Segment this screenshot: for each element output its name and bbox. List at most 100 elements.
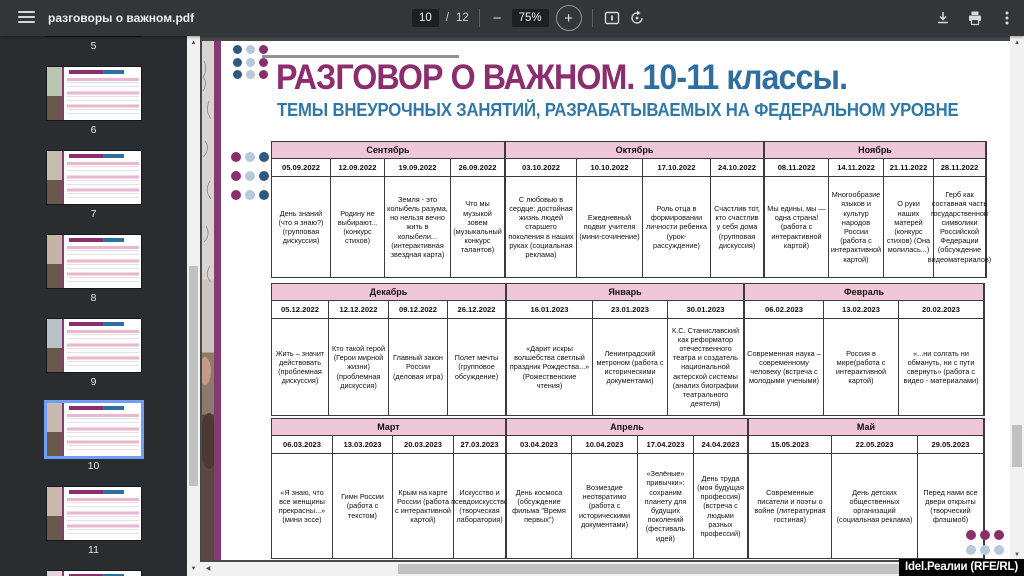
schedule-table-block: Сентябрь Октябрь Ноябрь 05.09.2022 12.09.202… [271,141,991,278]
date-cell: 03.10.2022 [505,159,577,177]
schedule-table-block: Март Апрель Май 06.03.2023 13.03.2023 20.03.2… [271,418,985,559]
sidebar-scroll-down-icon[interactable]: ▼ [190,566,197,572]
thumbnail-page-number: 11 [88,544,99,556]
rotate-icon[interactable] [628,9,646,27]
thumbnail-accent-bar [61,319,64,372]
topic-cell: Полет мечты (групповое обсуждение) [448,319,506,415]
vertical-scrollbar[interactable]: ▲ ▼ [1010,36,1024,562]
topic-cell: Родину не выбирают... (конкурс стихов) [331,177,385,277]
date-cell: 03.04.2023 [506,436,572,454]
page-thumbnail[interactable] [43,400,144,459]
scroll-left-icon[interactable]: ◀ [205,566,211,572]
date-cell: 08.11.2022 [764,159,829,177]
thumbnail-table-preview [66,330,139,370]
scroll-up-icon[interactable]: ▲ [1014,40,1020,46]
topic-cell: Многообразие языков и культур народов Ро… [829,177,884,277]
thumbnail-item-page-6[interactable]: 6 [0,67,187,151]
zoom-in-button[interactable]: + [555,5,582,31]
thumbnail-photo [46,319,62,372]
toolbar-right-controls [934,0,1016,36]
thumbnail-page-number: 10 [87,460,100,472]
horizontal-scrollbar[interactable]: ◀ ▶ [200,562,1010,576]
print-icon[interactable] [966,9,984,27]
topic-cell: Земля - это колыбель разума, но нельзя в… [385,177,451,277]
thumbnail-item-page-9[interactable]: 9 [0,319,187,403]
thumbnail-title-line [68,490,124,494]
date-cell: 14.11.2022 [829,159,884,177]
page-thumbnail[interactable] [46,151,141,204]
thumbnail-accent-bar [61,571,64,576]
topic-cell: К.С. Станиславский как реформатор отечес… [668,319,744,415]
topic-cell: Крым на карте России (работа с интеракти… [393,454,454,558]
thumbnail-accent-bar [61,487,64,540]
sidebar-scrollbar[interactable]: ▲ ▼ [187,36,200,576]
more-options-icon[interactable] [998,9,1016,27]
fit-page-icon[interactable] [603,9,621,27]
horizontal-scrollbar-thumb[interactable] [398,564,1004,574]
page-thumbnail[interactable] [46,235,141,288]
thumbnail-title-line [68,406,124,410]
download-icon[interactable] [934,9,952,27]
pdf-toolbar: разговоры о важном.pdf 10 / 12 − 75% + [0,0,1024,36]
page-accent-bar [214,41,221,560]
page-separator: / [445,12,449,24]
topic-cell: Роль отца в формировании личности ребенк… [643,177,711,277]
date-cell: 17.10.2022 [643,159,711,177]
thumbnail-photo [46,235,62,288]
date-cell: 15.05.2023 [748,436,832,454]
thumbnail-accent-bar [61,235,64,288]
page-thumbnail[interactable] [46,487,141,540]
page-thumbnail[interactable] [46,67,141,120]
thumbnail-item-page-11[interactable]: 11 [0,487,187,571]
topic-cell: Герб как составная часть государственной… [928,177,991,277]
zoom-out-button[interactable]: − [492,9,502,27]
topic-cell: Современные писатели и поэты о войне (ли… [748,454,832,558]
month-header: Май [748,419,984,436]
vertical-scrollbar-thumb[interactable] [1012,425,1022,467]
thumbnail-table-preview [66,78,139,118]
thumbnail-item-page-12[interactable]: 12 [0,571,187,576]
thumbnail-item-page-5[interactable]: 5 [0,36,187,67]
thumbnail-photo [46,487,62,540]
page-number-input[interactable]: 10 [412,9,439,27]
date-cell: 30.01.2023 [668,301,744,319]
menu-icon[interactable] [18,11,35,24]
thumbnail-title-line [68,70,124,74]
thumbnail-photo [46,151,62,204]
thumbnail-page-number: 6 [90,124,97,136]
zoom-level-display: 75% [511,9,549,27]
date-cell: 10.10.2022 [577,159,643,177]
dots-decor-title [233,45,272,83]
thumbnail-item-page-10[interactable]: 10 [0,400,187,487]
pdf-page: РАЗГОВОР О ВАЖНОМ. 10-11 классы. ТЕМЫ ВН… [202,41,1010,560]
thumbnail-title-line [68,322,124,326]
date-cell: 24.04.2023 [694,436,748,454]
date-cell: 29.05.2023 [918,436,984,454]
topic-cell: «...ни солгать ни обмануть, ни с пути св… [899,319,984,415]
month-header: Март [272,419,506,436]
thumbnail-photo [46,67,62,120]
date-cell: 20.03.2023 [393,436,454,454]
page-thumbnail[interactable] [46,571,141,576]
scroll-down-icon[interactable]: ▼ [1014,552,1020,558]
date-cell: 12.12.2022 [329,301,389,319]
date-cell: 21.11.2022 [884,159,934,177]
topic-cell: Ленинградский метроном (работа с историч… [593,319,668,415]
month-header: Октябрь [505,142,764,159]
thumbnail-table-preview [66,498,139,538]
thumbnail-item-page-8[interactable]: 8 [0,235,187,319]
date-cell: 28.11.2022 [934,159,986,177]
page-thumbnail[interactable] [46,319,141,372]
toolbar-divider [478,9,480,27]
page-title: РАЗГОВОР О ВАЖНОМ. 10-11 классы. [276,58,848,98]
topic-cell: Россия в мире(работа с интерактивной кар… [824,319,899,415]
sidebar-scroll-up-icon[interactable]: ▲ [190,40,197,46]
dots-decor-left [231,152,273,209]
topic-cell: Мы едины, мы — одна страна! (работа с ин… [764,177,829,277]
date-cell: 26.12.2022 [448,301,506,319]
month-header: Ноябрь [764,142,986,159]
sidebar-scrollbar-thumb[interactable] [189,266,198,486]
topic-cell: Возмездие неотвратимо (работа с историче… [572,454,638,558]
thumbnail-item-page-7[interactable]: 7 [0,151,187,235]
